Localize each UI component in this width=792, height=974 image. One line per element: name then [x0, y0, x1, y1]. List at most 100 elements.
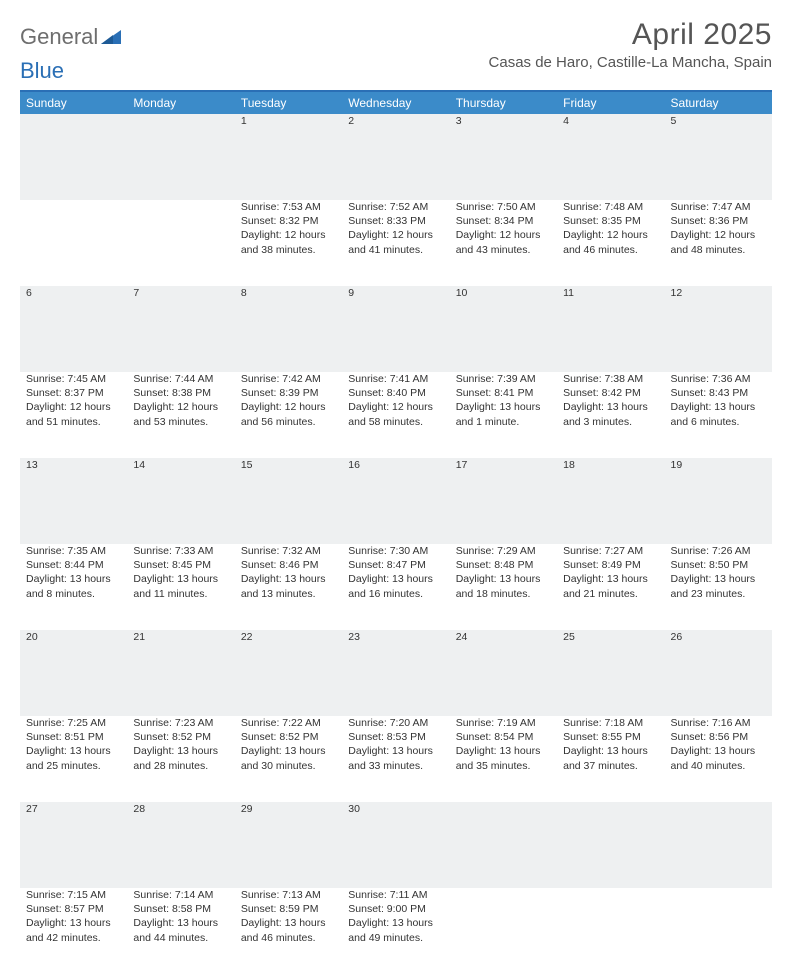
day-cell: Sunrise: 7:36 AMSunset: 8:43 PMDaylight:… [665, 372, 772, 458]
sunset-text: Sunset: 8:41 PM [456, 386, 551, 400]
day-cell: Sunrise: 7:53 AMSunset: 8:32 PMDaylight:… [235, 200, 342, 286]
brand-part2: Blue [20, 58, 64, 83]
weekday-header: Saturday [665, 91, 772, 114]
sunset-text: Sunset: 8:35 PM [563, 214, 658, 228]
day-cell: Sunrise: 7:41 AMSunset: 8:40 PMDaylight:… [342, 372, 449, 458]
day2-text: and 44 minutes. [133, 931, 228, 945]
day1-text: Daylight: 13 hours [241, 572, 336, 586]
day-number: 2 [342, 114, 449, 200]
day2-text: and 33 minutes. [348, 759, 443, 773]
sunset-text: Sunset: 8:36 PM [671, 214, 766, 228]
sunset-text: Sunset: 8:32 PM [241, 214, 336, 228]
sunset-text: Sunset: 8:44 PM [26, 558, 121, 572]
day-number: 6 [20, 286, 127, 372]
day-number: 15 [235, 458, 342, 544]
day-number: 5 [665, 114, 772, 200]
calendar-table: Sunday Monday Tuesday Wednesday Thursday… [20, 90, 772, 974]
day1-text: Daylight: 12 hours [671, 228, 766, 242]
day-number: 24 [450, 630, 557, 716]
day-number: 29 [235, 802, 342, 888]
day-cell: Sunrise: 7:33 AMSunset: 8:45 PMDaylight:… [127, 544, 234, 630]
day-cell: Sunrise: 7:14 AMSunset: 8:58 PMDaylight:… [127, 888, 234, 974]
day-cell: Sunrise: 7:13 AMSunset: 8:59 PMDaylight:… [235, 888, 342, 974]
day-number: 13 [20, 458, 127, 544]
weekday-header: Monday [127, 91, 234, 114]
sunset-text: Sunset: 8:49 PM [563, 558, 658, 572]
day1-text: Daylight: 13 hours [563, 572, 658, 586]
day2-text: and 11 minutes. [133, 587, 228, 601]
day-cell [450, 888, 557, 974]
day2-text: and 3 minutes. [563, 415, 658, 429]
day2-text: and 23 minutes. [671, 587, 766, 601]
sunset-text: Sunset: 8:34 PM [456, 214, 551, 228]
day2-text: and 53 minutes. [133, 415, 228, 429]
day-cell: Sunrise: 7:15 AMSunset: 8:57 PMDaylight:… [20, 888, 127, 974]
day-number: 7 [127, 286, 234, 372]
sunrise-text: Sunrise: 7:19 AM [456, 716, 551, 730]
day1-text: Daylight: 13 hours [26, 572, 121, 586]
day-cell: Sunrise: 7:26 AMSunset: 8:50 PMDaylight:… [665, 544, 772, 630]
sunrise-text: Sunrise: 7:33 AM [133, 544, 228, 558]
day-cell [665, 888, 772, 974]
weekday-header: Thursday [450, 91, 557, 114]
day2-text: and 1 minute. [456, 415, 551, 429]
sunrise-text: Sunrise: 7:23 AM [133, 716, 228, 730]
sunset-text: Sunset: 8:52 PM [133, 730, 228, 744]
sunset-text: Sunset: 8:46 PM [241, 558, 336, 572]
sunrise-text: Sunrise: 7:38 AM [563, 372, 658, 386]
day-cell: Sunrise: 7:45 AMSunset: 8:37 PMDaylight:… [20, 372, 127, 458]
day2-text: and 35 minutes. [456, 759, 551, 773]
sunrise-text: Sunrise: 7:48 AM [563, 200, 658, 214]
day1-text: Daylight: 13 hours [563, 744, 658, 758]
day-cell: Sunrise: 7:11 AMSunset: 9:00 PMDaylight:… [342, 888, 449, 974]
day1-text: Daylight: 12 hours [348, 228, 443, 242]
day2-text: and 13 minutes. [241, 587, 336, 601]
day-number: 3 [450, 114, 557, 200]
sunrise-text: Sunrise: 7:11 AM [348, 888, 443, 902]
sunrise-text: Sunrise: 7:45 AM [26, 372, 121, 386]
sunrise-text: Sunrise: 7:32 AM [241, 544, 336, 558]
day-number [450, 802, 557, 888]
sunset-text: Sunset: 8:59 PM [241, 902, 336, 916]
weekday-header: Wednesday [342, 91, 449, 114]
sunset-text: Sunset: 8:55 PM [563, 730, 658, 744]
day2-text: and 21 minutes. [563, 587, 658, 601]
weekday-header: Tuesday [235, 91, 342, 114]
day-number: 4 [557, 114, 664, 200]
sunset-text: Sunset: 8:39 PM [241, 386, 336, 400]
day1-text: Daylight: 12 hours [456, 228, 551, 242]
day1-text: Daylight: 12 hours [241, 400, 336, 414]
day-cell: Sunrise: 7:27 AMSunset: 8:49 PMDaylight:… [557, 544, 664, 630]
sunset-text: Sunset: 8:45 PM [133, 558, 228, 572]
weekday-header: Friday [557, 91, 664, 114]
day2-text: and 48 minutes. [671, 243, 766, 257]
day2-text: and 30 minutes. [241, 759, 336, 773]
sunrise-text: Sunrise: 7:13 AM [241, 888, 336, 902]
day1-text: Daylight: 12 hours [563, 228, 658, 242]
day-cell [127, 200, 234, 286]
day1-text: Daylight: 13 hours [671, 572, 766, 586]
sunrise-text: Sunrise: 7:22 AM [241, 716, 336, 730]
day1-text: Daylight: 13 hours [348, 572, 443, 586]
day1-text: Daylight: 13 hours [241, 916, 336, 930]
month-title: April 2025 [489, 18, 772, 52]
week-row: Sunrise: 7:53 AMSunset: 8:32 PMDaylight:… [20, 200, 772, 286]
sunset-text: Sunset: 8:57 PM [26, 902, 121, 916]
day1-text: Daylight: 13 hours [456, 572, 551, 586]
sunrise-text: Sunrise: 7:30 AM [348, 544, 443, 558]
day-cell: Sunrise: 7:50 AMSunset: 8:34 PMDaylight:… [450, 200, 557, 286]
triangle-icon [101, 24, 121, 50]
sunrise-text: Sunrise: 7:25 AM [26, 716, 121, 730]
day-number: 1 [235, 114, 342, 200]
day-cell: Sunrise: 7:22 AMSunset: 8:52 PMDaylight:… [235, 716, 342, 802]
day-number: 27 [20, 802, 127, 888]
sunset-text: Sunset: 8:38 PM [133, 386, 228, 400]
day1-text: Daylight: 13 hours [26, 916, 121, 930]
day-cell: Sunrise: 7:23 AMSunset: 8:52 PMDaylight:… [127, 716, 234, 802]
sunrise-text: Sunrise: 7:41 AM [348, 372, 443, 386]
sunrise-text: Sunrise: 7:15 AM [26, 888, 121, 902]
day2-text: and 46 minutes. [563, 243, 658, 257]
day-number: 16 [342, 458, 449, 544]
sunset-text: Sunset: 8:47 PM [348, 558, 443, 572]
sunset-text: Sunset: 8:50 PM [671, 558, 766, 572]
